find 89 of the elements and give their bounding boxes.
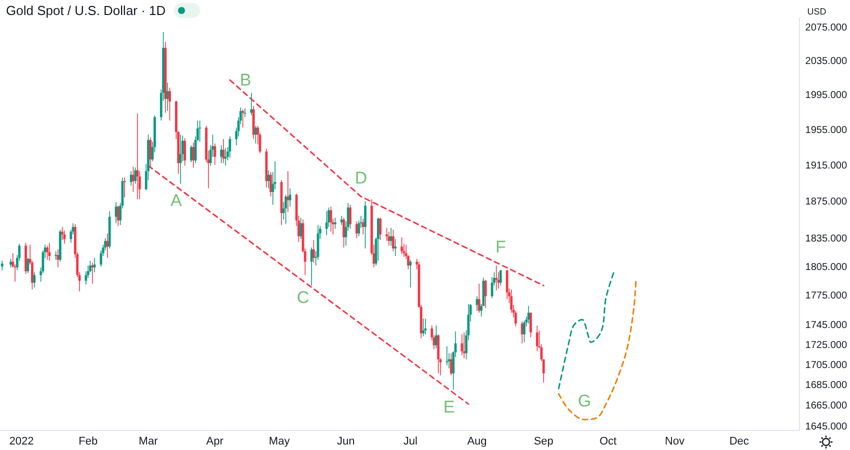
y-tick-label: 1995.000 bbox=[805, 90, 848, 101]
candlestick bbox=[388, 231, 390, 246]
y-tick-label: 1745.000 bbox=[805, 320, 848, 331]
candlestick bbox=[400, 236, 403, 255]
x-tick-label: Aug bbox=[467, 436, 487, 448]
chart-title: Gold Spot / U.S. Dollar · 1D bbox=[6, 3, 166, 18]
candlestick bbox=[358, 220, 360, 237]
x-tick-label: Jun bbox=[337, 436, 355, 448]
y-axis-title: USD bbox=[807, 6, 827, 16]
x-tick-label: Jul bbox=[403, 436, 418, 448]
y-tick-label: 1645.000 bbox=[805, 421, 848, 432]
x-tick-label: Oct bbox=[600, 436, 617, 448]
x-tick-label: Sep bbox=[534, 436, 554, 448]
candlestick bbox=[0, 260, 4, 271]
line-series bbox=[558, 279, 637, 420]
candlestick bbox=[386, 227, 388, 242]
candlestick bbox=[184, 138, 186, 166]
candlestick bbox=[342, 217, 345, 248]
annotation: C bbox=[296, 288, 310, 307]
y-tick-label: 1725.000 bbox=[805, 340, 848, 351]
candlestick bbox=[478, 283, 480, 314]
candlestick bbox=[484, 279, 487, 308]
annotation: B bbox=[240, 70, 252, 90]
candlestick bbox=[228, 136, 232, 158]
candlestick bbox=[48, 242, 51, 262]
candlestick bbox=[242, 108, 244, 128]
candlestick bbox=[495, 265, 498, 291]
candlestick bbox=[250, 92, 253, 116]
candlestick bbox=[325, 210, 328, 236]
x-tick-label: 2022 bbox=[9, 436, 34, 448]
candlestick bbox=[330, 206, 332, 232]
candlestick bbox=[409, 259, 412, 288]
candlestick bbox=[523, 320, 526, 343]
annotation: G bbox=[578, 392, 592, 411]
candlestick bbox=[349, 204, 352, 230]
candlestick bbox=[214, 143, 216, 166]
candlestick bbox=[510, 289, 513, 314]
y-tick-label: 2035.000 bbox=[805, 56, 848, 67]
candlestick bbox=[26, 258, 30, 274]
candlestick bbox=[312, 240, 315, 264]
candlestick bbox=[192, 142, 195, 168]
candlestick bbox=[499, 270, 502, 286]
candlestick bbox=[270, 172, 272, 197]
candlestick bbox=[134, 167, 137, 184]
x-tick-label: Feb bbox=[78, 436, 98, 448]
annotation: F bbox=[495, 237, 506, 256]
y-tick-label: 1955.000 bbox=[805, 124, 848, 136]
y-tick-label: 1805.000 bbox=[805, 262, 848, 273]
candlestick bbox=[437, 334, 440, 374]
candlestick bbox=[106, 233, 109, 258]
x-tick-label: Dec bbox=[729, 436, 750, 448]
y-tick-label: 1705.000 bbox=[805, 360, 848, 371]
candlestick bbox=[46, 245, 48, 260]
candlestick bbox=[33, 272, 36, 288]
y-tick-label: 1665.000 bbox=[805, 400, 848, 412]
candlestick bbox=[364, 200, 366, 249]
candlestick bbox=[379, 217, 382, 240]
annotation: D bbox=[354, 168, 368, 188]
annotation: A bbox=[170, 190, 183, 210]
candlestick bbox=[168, 87, 171, 122]
candlestick bbox=[536, 325, 538, 352]
candlestick bbox=[54, 250, 58, 260]
candlestick bbox=[288, 188, 292, 208]
x-tick-label: Mar bbox=[138, 436, 158, 448]
y-tick-label: 1775.000 bbox=[805, 290, 848, 302]
line-series bbox=[558, 270, 616, 390]
candlestick bbox=[123, 177, 126, 198]
candlestick bbox=[91, 262, 94, 284]
candlestick bbox=[506, 270, 508, 300]
y-tick-label: 1875.000 bbox=[805, 196, 848, 208]
candlestick bbox=[392, 229, 394, 252]
annotation: E bbox=[443, 398, 455, 417]
candlestick bbox=[446, 346, 448, 366]
candlestick bbox=[424, 318, 427, 335]
x-tick-label: May bbox=[268, 436, 290, 448]
candlestick bbox=[530, 312, 532, 338]
y-tick-label: 2075.000 bbox=[805, 22, 848, 34]
candlestick bbox=[61, 226, 64, 240]
candlestick bbox=[300, 217, 302, 240]
candlestick bbox=[394, 238, 397, 256]
y-tick-label: 1835.000 bbox=[805, 234, 848, 245]
candlestick bbox=[220, 144, 223, 164]
x-tick-label: Apr bbox=[206, 436, 224, 448]
y-tick-label: 1685.000 bbox=[805, 380, 848, 392]
candlestick bbox=[198, 120, 202, 142]
candlestick bbox=[422, 318, 424, 337]
x-tick-label: Nov bbox=[664, 436, 685, 448]
y-tick-label: 1915.000 bbox=[805, 160, 848, 172]
candlestick bbox=[284, 194, 287, 225]
